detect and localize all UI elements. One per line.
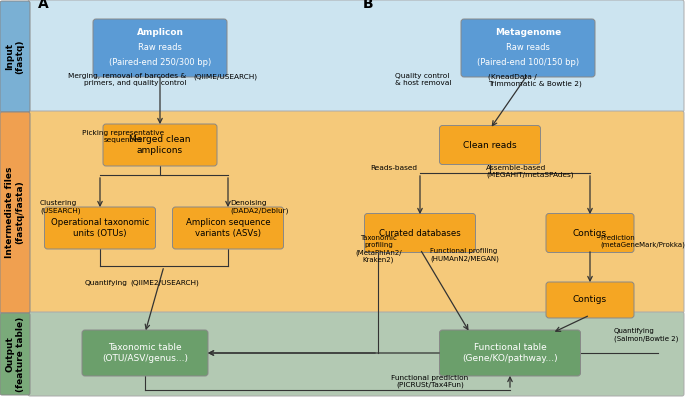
FancyBboxPatch shape: [546, 282, 634, 318]
FancyBboxPatch shape: [364, 213, 475, 253]
Text: Functional table
(Gene/KO/pathway...): Functional table (Gene/KO/pathway...): [462, 343, 558, 363]
Text: Clean reads: Clean reads: [463, 140, 516, 150]
FancyBboxPatch shape: [173, 207, 284, 249]
Text: Taxonomic table
(OTU/ASV/genus...): Taxonomic table (OTU/ASV/genus...): [102, 343, 188, 363]
FancyBboxPatch shape: [93, 19, 227, 77]
Text: B: B: [363, 0, 373, 11]
Text: A: A: [38, 0, 49, 11]
Text: Clustering
(USEARCH): Clustering (USEARCH): [40, 200, 81, 213]
FancyBboxPatch shape: [103, 124, 217, 166]
Text: Quantifying: Quantifying: [85, 280, 128, 286]
Text: Metagenome: Metagenome: [495, 28, 561, 38]
Text: Amplicon: Amplicon: [136, 28, 184, 38]
FancyBboxPatch shape: [82, 330, 208, 376]
FancyBboxPatch shape: [0, 313, 30, 395]
Text: Output
(feature table): Output (feature table): [5, 316, 25, 392]
Text: Contigs: Contigs: [573, 229, 607, 237]
Text: Reads-based: Reads-based: [370, 165, 417, 171]
Text: Functional profiling
(HUMAnN2/MEGAN): Functional profiling (HUMAnN2/MEGAN): [430, 248, 499, 261]
Text: Quality control
& host removal: Quality control & host removal: [395, 73, 451, 86]
Text: Picking representative
sequences: Picking representative sequences: [82, 130, 164, 143]
Text: Operational taxonomic
units (OTUs): Operational taxonomic units (OTUs): [51, 218, 149, 238]
Text: Quantifying
(Salmon/Bowtie 2): Quantifying (Salmon/Bowtie 2): [614, 328, 678, 342]
FancyBboxPatch shape: [546, 213, 634, 253]
Text: Merging, removal of barcodes &
primers, and quality control: Merging, removal of barcodes & primers, …: [68, 73, 186, 86]
Text: Prediction
(metaGeneMark/Prokka): Prediction (metaGeneMark/Prokka): [600, 235, 685, 249]
Text: Intermediate files
(fastq/fasta): Intermediate files (fastq/fasta): [5, 167, 25, 258]
Text: Contigs: Contigs: [573, 296, 607, 304]
Text: Merged clean
amplicons: Merged clean amplicons: [129, 135, 190, 155]
FancyBboxPatch shape: [0, 1, 30, 112]
Text: Curated databases: Curated databases: [379, 229, 461, 237]
FancyBboxPatch shape: [45, 207, 155, 249]
Text: (KneadData /
Trimmomatic & Bowtie 2): (KneadData / Trimmomatic & Bowtie 2): [488, 73, 582, 87]
Text: Assemble-based
(MEGAHIT/metaSPAdes): Assemble-based (MEGAHIT/metaSPAdes): [486, 165, 573, 178]
Text: Denoising
(DADA2/Deblur): Denoising (DADA2/Deblur): [230, 200, 288, 213]
FancyBboxPatch shape: [28, 111, 684, 313]
FancyBboxPatch shape: [461, 19, 595, 77]
FancyBboxPatch shape: [440, 330, 580, 376]
Text: Input
(fastq): Input (fastq): [5, 39, 25, 74]
Text: Functional prediction
(PICRUSt/Tax4Fun): Functional prediction (PICRUSt/Tax4Fun): [391, 375, 469, 389]
Text: (Paired-end 100/150 bp): (Paired-end 100/150 bp): [477, 58, 579, 67]
Text: Raw reads: Raw reads: [138, 43, 182, 52]
FancyBboxPatch shape: [440, 126, 540, 164]
FancyBboxPatch shape: [0, 112, 30, 313]
Text: Taxonomic
profiling
(MetaPhlAn2/
Kraken2): Taxonomic profiling (MetaPhlAn2/ Kraken2…: [355, 235, 401, 263]
Text: (Paired-end 250/300 bp): (Paired-end 250/300 bp): [109, 58, 211, 67]
Text: Amplicon sequence
variants (ASVs): Amplicon sequence variants (ASVs): [186, 218, 271, 238]
Text: Raw reads: Raw reads: [506, 43, 550, 52]
FancyBboxPatch shape: [28, 0, 684, 112]
Text: (QIIME/USEARCH): (QIIME/USEARCH): [193, 73, 257, 79]
FancyBboxPatch shape: [28, 312, 684, 396]
Text: (QIIME2/USEARCH): (QIIME2/USEARCH): [130, 280, 199, 286]
